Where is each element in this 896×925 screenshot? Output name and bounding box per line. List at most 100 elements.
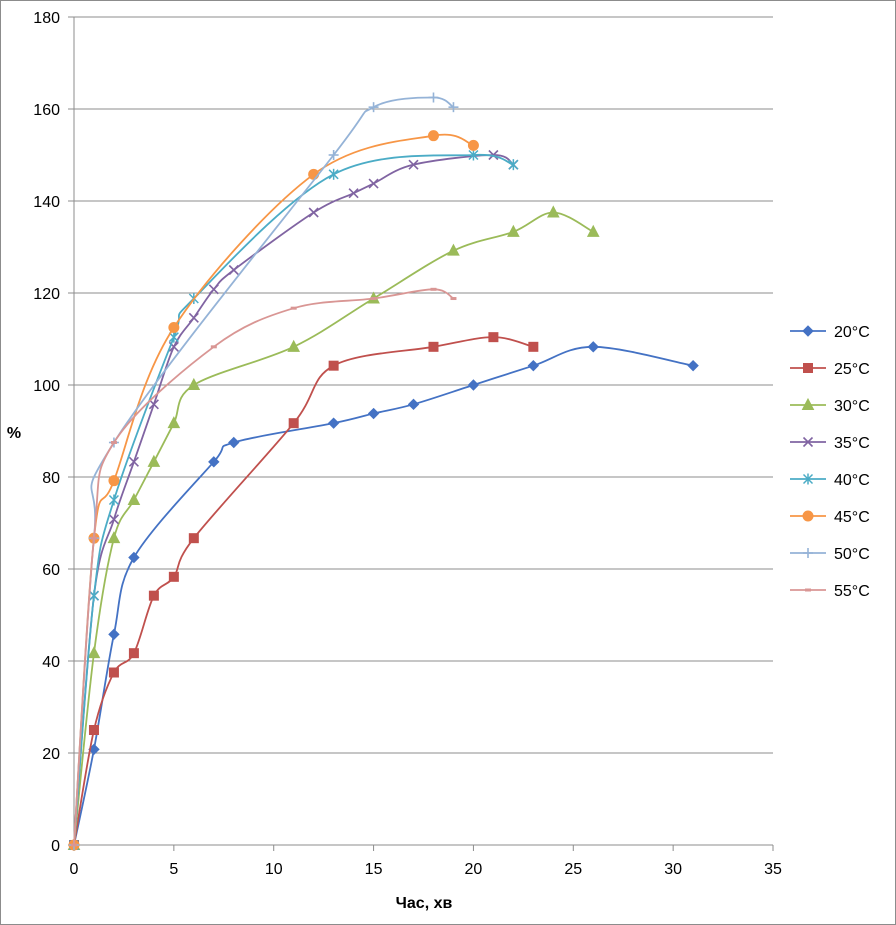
data-point <box>168 331 179 343</box>
data-point <box>507 224 520 237</box>
data-point <box>586 224 600 237</box>
y-tick-label: 180 <box>33 10 60 27</box>
data-point <box>110 441 117 444</box>
y-axis-title: % <box>7 425 21 442</box>
legend-label: 50°C <box>834 546 870 563</box>
data-point <box>228 436 240 449</box>
data-point <box>148 590 159 601</box>
x-tick-label: 10 <box>265 861 283 878</box>
legend-entry: 30°C <box>790 397 870 415</box>
data-point <box>467 139 479 151</box>
legend-entry: 40°C <box>790 472 870 489</box>
data-point <box>87 646 101 659</box>
legend-label: 25°C <box>834 361 870 378</box>
data-point <box>687 359 699 372</box>
legend-marker <box>803 548 813 558</box>
series-line <box>73 154 514 846</box>
series-30°C <box>67 205 600 850</box>
data-point <box>208 284 219 295</box>
data-point <box>450 297 457 301</box>
x-tick-label: 35 <box>764 861 782 878</box>
data-point <box>308 207 319 218</box>
legend-label: 35°C <box>834 435 870 452</box>
x-axis-title: Час, хв <box>396 895 453 912</box>
x-tick-label: 5 <box>169 861 178 878</box>
data-point <box>488 332 499 343</box>
data-point <box>328 150 339 160</box>
y-tick-label: 120 <box>33 286 60 303</box>
data-point <box>147 454 161 467</box>
legend-marker <box>805 588 811 592</box>
data-point <box>328 360 339 371</box>
data-point <box>488 149 499 161</box>
series-45°C <box>68 130 479 851</box>
data-point <box>288 418 299 429</box>
data-point <box>287 339 301 352</box>
x-tick-label: 20 <box>465 861 483 878</box>
y-tick-label: 100 <box>33 378 60 395</box>
series-55°C <box>71 287 457 847</box>
axes: 0 20 40 60 80 100 120 140 160 180 0 5 10 15 20 25 30 35 <box>33 10 782 878</box>
legend-entry: 35°C <box>790 435 870 452</box>
data-point <box>448 102 459 113</box>
data-point <box>468 149 479 161</box>
data-point <box>508 159 519 171</box>
x-tick-label: 0 <box>70 861 79 878</box>
legend-entry: 55°C <box>790 583 870 600</box>
data-point <box>428 341 439 352</box>
data-point <box>367 407 380 420</box>
data-point <box>108 514 120 525</box>
data-point <box>88 590 100 602</box>
legend-entry: 45°C <box>790 509 870 526</box>
data-point <box>370 297 377 301</box>
data-point <box>467 379 480 391</box>
legend: 20°C 25°C 30°C 35°C 40°C 45°C 50°C 55°C <box>790 324 870 600</box>
data-point <box>107 531 121 544</box>
data-point <box>127 492 141 505</box>
data-point <box>108 475 120 487</box>
legend-marker <box>802 436 814 448</box>
legend-marker <box>803 363 813 373</box>
series-50°C <box>69 92 459 850</box>
data-point <box>128 648 139 659</box>
data-point <box>148 399 159 410</box>
data-point <box>208 456 220 468</box>
series-line <box>73 336 534 846</box>
series-line <box>73 153 514 846</box>
data-point <box>188 533 199 544</box>
x-tick-label: 30 <box>664 861 682 878</box>
data-point <box>527 359 540 372</box>
y-tick-label: 20 <box>42 746 60 763</box>
legend-entry: 50°C <box>790 546 870 563</box>
legend-marker <box>802 325 814 337</box>
series-line <box>73 288 454 846</box>
data-point <box>108 667 119 678</box>
data-point <box>407 398 420 411</box>
data-point <box>167 416 181 429</box>
y-tick-label: 160 <box>33 102 60 119</box>
legend-entry: 20°C <box>790 324 870 341</box>
data-point <box>188 312 199 323</box>
data-point <box>327 417 340 429</box>
data-point <box>528 341 539 352</box>
legend-label: 55°C <box>834 583 870 600</box>
y-tick-label: 60 <box>42 562 60 579</box>
data-point <box>308 168 320 180</box>
data-point <box>88 725 99 735</box>
series-layer <box>67 92 699 851</box>
data-point <box>168 571 179 582</box>
data-point <box>108 628 120 641</box>
y-tick-label: 0 <box>51 838 60 855</box>
data-point <box>328 168 339 180</box>
legend-label: 20°C <box>834 324 870 341</box>
data-point <box>168 322 180 333</box>
legend-marker <box>802 510 814 522</box>
series-line <box>73 345 694 846</box>
data-point <box>128 456 139 467</box>
y-tick-label: 80 <box>42 470 60 487</box>
data-point <box>368 178 379 189</box>
gridlines <box>74 16 773 754</box>
data-point <box>368 102 379 113</box>
